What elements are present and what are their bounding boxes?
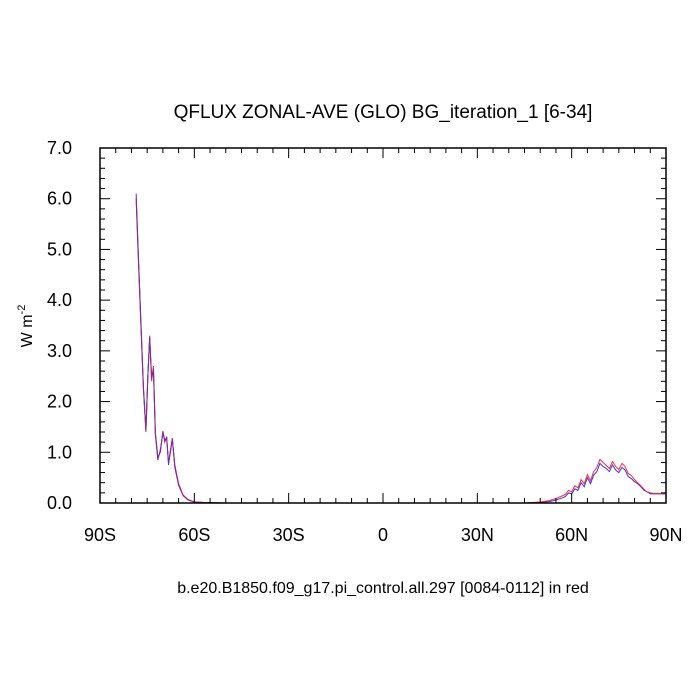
series-line-2 [135,201,666,504]
x-tick-label: 30N [461,525,494,545]
y-tick-label: 4.0 [47,290,72,310]
y-tick-label: 5.0 [47,239,72,259]
x-tick-label: 60S [178,525,210,545]
series-layer [135,193,666,504]
y-axis-label-exponent: -2 [16,305,28,315]
x-tick-label: 30S [273,525,305,545]
y-tick-labels: 0.0 1.0 2.0 3.0 4.0 5.0 6.0 7.0 [47,138,72,513]
x-tick-labels: 90S 60S 30S 0 30N 60N 90N [84,525,683,545]
footer-note: b.e20.B1850.f09_g17.pi_control.all.297 [… [177,580,589,597]
plot-frame [99,147,667,504]
x-tick-label: 90N [649,525,682,545]
y-tick-label: 2.0 [47,392,72,412]
x-tick-label: 60N [555,525,588,545]
x-tick-label: 0 [378,525,388,545]
y-tick-label: 6.0 [47,189,72,209]
x-tick-label: 90S [84,525,116,545]
ticks-layer [99,147,667,504]
chart-title: QFLUX ZONAL-AVE (GLO) BG_iteration_1 [6-… [174,102,593,123]
y-tick-label: 1.0 [47,442,72,462]
y-tick-label: 0.0 [47,493,72,513]
series-line-1 [135,193,666,504]
y-tick-label: 3.0 [47,341,72,361]
y-tick-label: 7.0 [47,138,72,158]
y-axis-label: W m-2 [16,305,36,348]
series-line-3 [135,197,541,504]
y-axis-label-base: W m [19,314,36,347]
